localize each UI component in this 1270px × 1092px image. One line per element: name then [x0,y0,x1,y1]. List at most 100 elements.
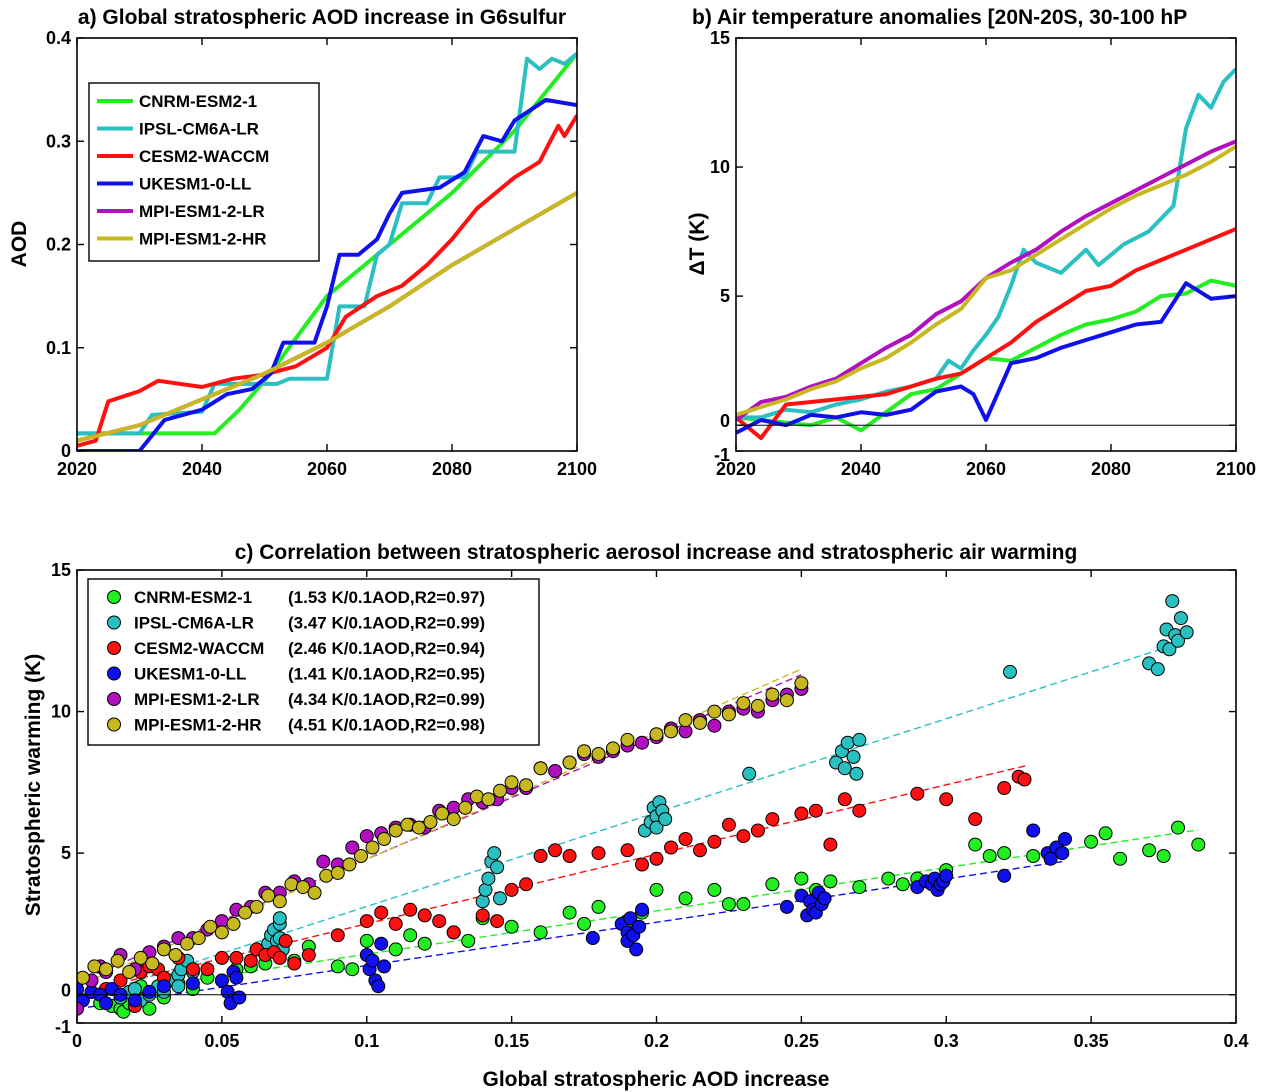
panel-c: c) Correlation between stratospheric aer… [22,541,1249,1091]
c-point [1150,662,1165,677]
c-point [852,880,867,895]
c-point [533,761,548,776]
c-point [168,948,183,962]
c-point [548,764,563,778]
a-series-ipsl-cm6a-lr [77,51,577,436]
c-point [374,905,389,920]
a-xtick-label: 2100 [557,459,597,479]
c-point [591,747,606,761]
c-point [997,868,1012,883]
c-xtick-label: 0.4 [1223,1031,1248,1051]
b-axes-frame [735,37,1237,452]
c-point [939,792,954,807]
c-point [678,832,693,846]
c-point [99,996,113,1011]
c-legend-marker [107,717,121,732]
a-ytick-label: 0 [61,441,71,461]
c-point [127,993,142,1008]
c-point [359,914,374,929]
c-point [1162,642,1177,657]
c-legend-box [87,578,540,746]
c-point [388,916,403,931]
c-point [632,919,647,934]
b-series-ukesm1-0-ll [736,281,1236,435]
c-point [423,815,438,829]
c-point [229,970,244,985]
c-legend-marker [107,590,121,604]
c-point [388,942,403,957]
c-point [359,933,374,948]
b-ytick-label: 5 [720,286,730,306]
c-point [837,792,852,807]
c-point [504,775,519,790]
c-point [490,860,505,875]
a-ytick-label: 0.4 [46,28,71,48]
c-point [249,899,264,914]
panel-c-plot-area: 0 0.05 0.1 0.15 0.2 0.25 0.3 0.35 0.4-1051015CNR… [51,560,1249,1051]
c-xtick-label: 0.1 [354,1031,379,1051]
c-point [487,846,502,861]
c-xtick-label: 0.05 [204,1031,239,1051]
c-point [1026,849,1041,863]
panel-a-ylabel: AOD [8,221,31,268]
c-point [316,854,331,869]
a-legend-label: CESM2-WACCM [139,147,269,166]
a-xtick-label: 2080 [432,459,472,479]
c-point [1142,843,1157,858]
b-xtick-label: 2100 [1216,459,1256,479]
c-point [493,783,507,798]
c-legend-stats: (3.47 K/0.1AOD,R2=0.99) [288,614,485,633]
c-xtick-label: 0.35 [1074,1031,1109,1051]
c-point [629,942,644,957]
c-point [1003,664,1017,679]
c-point [693,715,707,730]
c-point [1179,625,1194,640]
c-point [939,868,954,883]
c-point [1171,633,1185,648]
c-point [388,823,403,838]
c-point [232,990,247,1005]
c-point [301,948,316,962]
b-xtick-label: 2020 [716,459,756,479]
c-point [296,880,310,895]
c-point [475,908,490,923]
c-point [435,806,450,821]
c-point [765,812,780,827]
c-point [1058,832,1072,846]
panel-b-plot-area: 2020 2040 2060 2080 2100 -1 0 5 10 15 [710,28,1256,479]
c-point [895,877,910,892]
b-series-cesm2-waccm [736,227,1236,441]
c-point [968,837,983,852]
c-legend-name: UKESM1-0-LL [134,665,246,684]
c-point [664,724,678,739]
c-fit-line-ipsl-cm6a-lr [77,642,1179,1002]
b-series-ipsl-cm6a-lr [736,67,1236,420]
a-legend-label: IPSL-CM6A-LR [139,120,259,139]
c-xtick-label: 0 [72,1031,82,1051]
c-point [968,812,983,827]
c-legend-name: CESM2-WACCM [134,639,264,658]
c-point [77,970,90,985]
c-point [214,925,229,940]
c-point [750,698,765,713]
c-point [1098,826,1113,841]
a-legend-item-mpi-esm1-2-lr: MPI-ESM1-2-LR [97,202,265,221]
b-series-mpi-esm1-2-hr [736,144,1236,417]
c-point [742,766,757,781]
c-point [606,741,620,756]
c-point [1043,851,1058,866]
a-legend-item-cnrm-esm2-1: CNRM-ESM2-1 [97,92,257,111]
c-point [287,956,302,971]
c-point [417,908,432,923]
c-point [238,905,253,920]
panel-a-plot-area: 2020 2040 2060 2080 2100 0 0.1 0.2 0.3 0.4 CNRM-ES… [46,28,597,479]
c-point [226,916,241,931]
c-point [272,894,287,909]
c-point [658,812,673,827]
c-legend-marker [107,692,121,706]
c-point [200,962,215,977]
c-point [721,707,736,722]
a-legend-item-ipsl-cm6a-lr: IPSL-CM6A-LR [97,120,259,139]
a-legend-item-ukesm1-0-ll: UKESM1-0-LL [97,175,251,194]
